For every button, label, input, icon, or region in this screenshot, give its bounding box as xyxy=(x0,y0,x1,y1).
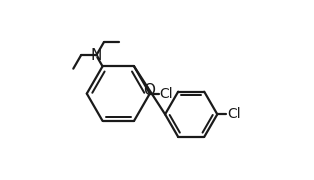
Text: O: O xyxy=(143,83,155,98)
Text: Cl: Cl xyxy=(160,87,173,101)
Text: N: N xyxy=(90,48,102,63)
Text: Cl: Cl xyxy=(227,107,241,121)
